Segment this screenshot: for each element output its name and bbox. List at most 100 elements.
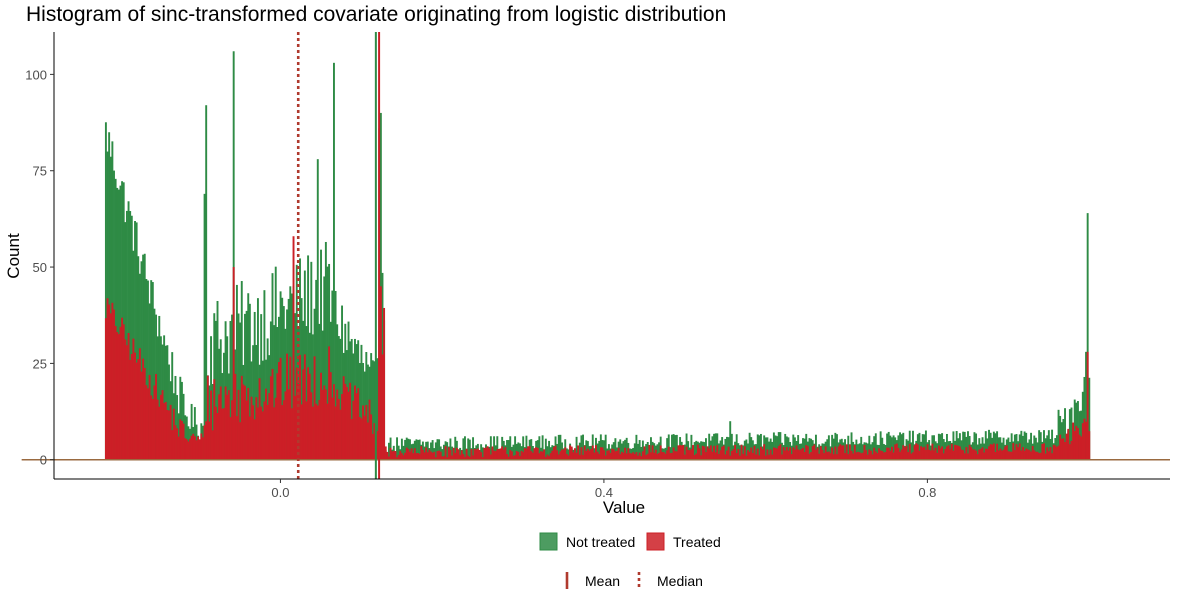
histogram-bar — [905, 445, 908, 460]
histogram-bar — [751, 440, 754, 460]
histogram-bar — [601, 447, 604, 460]
histogram-bar — [792, 447, 795, 460]
histogram-bar — [548, 440, 551, 460]
histogram-bar — [692, 445, 694, 460]
histogram-bar — [771, 454, 774, 460]
histogram-bar — [1051, 453, 1054, 460]
histogram-bar — [436, 439, 439, 460]
histogram-bar — [497, 448, 500, 460]
histogram-bar — [287, 389, 290, 460]
histogram-bar — [339, 409, 342, 460]
histogram-bar — [1025, 432, 1028, 460]
histogram-bar — [329, 372, 332, 460]
histogram-bar — [640, 456, 643, 460]
histogram-bar — [923, 446, 926, 460]
histogram-bar — [933, 435, 935, 460]
histogram-bar — [478, 449, 481, 460]
histogram-bar — [519, 443, 521, 460]
histogram-bar — [205, 421, 208, 460]
histogram-bar — [779, 444, 782, 460]
histogram-bar — [486, 446, 489, 460]
histogram-bar — [1036, 442, 1039, 460]
histogram-bar — [949, 449, 952, 460]
histogram-bar — [967, 453, 969, 460]
histogram-bar — [685, 433, 688, 460]
histogram-bar — [764, 437, 767, 460]
histogram-bar — [790, 445, 793, 460]
histogram-bar — [614, 451, 617, 460]
histogram-bar — [546, 454, 549, 460]
y-tick-label: 50 — [33, 260, 47, 275]
histogram-bar — [224, 386, 227, 460]
histogram-bar — [284, 391, 287, 460]
histogram-bar — [784, 450, 787, 460]
histogram-bar — [818, 453, 821, 460]
histogram-bar — [282, 306, 285, 460]
histogram-bar — [176, 395, 179, 460]
histogram-bar — [679, 445, 682, 460]
histogram-bar — [185, 416, 188, 460]
histogram-bar — [1039, 452, 1042, 460]
histogram-bar — [1002, 437, 1005, 460]
histogram-bar — [171, 352, 174, 460]
histogram-bar — [214, 320, 217, 460]
histogram-bar — [721, 446, 724, 460]
histogram-bar — [873, 447, 876, 460]
histogram-bar — [620, 443, 623, 460]
histogram-bar — [810, 438, 813, 460]
histogram-bar — [147, 280, 149, 460]
histogram-bar — [290, 293, 293, 460]
histogram-bar — [245, 400, 248, 460]
histogram-bar — [716, 445, 719, 460]
histogram-bar — [400, 453, 403, 460]
histogram-bar — [386, 451, 389, 460]
histogram-bar — [431, 452, 434, 460]
histogram-bar — [132, 338, 135, 460]
histogram-bar — [700, 441, 703, 460]
histogram-bar — [627, 448, 630, 460]
histogram-bar — [810, 452, 813, 460]
histogram-bar — [235, 284, 238, 460]
histogram-bar — [669, 453, 672, 460]
histogram-bar — [967, 431, 969, 460]
histogram-bar — [485, 447, 487, 460]
histogram-bar — [607, 450, 610, 460]
histogram-bar — [714, 452, 717, 460]
histogram-bar — [942, 439, 945, 460]
histogram-bar — [108, 304, 111, 460]
histogram-bar — [745, 455, 748, 460]
histogram-bar — [334, 290, 337, 460]
histogram-bar — [724, 438, 727, 460]
histogram-bar — [546, 446, 549, 460]
histogram-bar — [331, 290, 334, 460]
histogram-bar — [481, 457, 484, 460]
histogram-bar — [177, 413, 180, 460]
histogram-bar — [468, 439, 471, 460]
histogram-bar — [1055, 446, 1058, 460]
histogram-bar — [391, 451, 394, 460]
histogram-bar — [970, 447, 973, 460]
histogram-bar — [774, 435, 777, 460]
histogram-bar — [447, 447, 450, 460]
histogram-bar — [451, 455, 453, 460]
histogram-bar — [847, 435, 850, 460]
histogram-bar — [223, 352, 225, 460]
histogram-bar — [916, 444, 919, 460]
histogram-bar — [315, 279, 318, 460]
histogram-bar — [247, 387, 250, 460]
histogram-bar — [176, 428, 179, 460]
histogram-bar — [797, 435, 800, 460]
histogram-bar — [1028, 450, 1031, 460]
histogram-bar — [1009, 451, 1011, 460]
histogram-bar — [449, 449, 452, 460]
histogram-bar — [978, 438, 981, 460]
x-axis-label: Value — [603, 498, 645, 517]
histogram-bar — [155, 373, 158, 460]
histogram-bar — [297, 383, 300, 460]
histogram-bar — [352, 400, 355, 460]
histogram-bar — [983, 452, 986, 460]
histogram-bar — [593, 452, 596, 460]
histogram-bar — [423, 452, 426, 460]
histogram-bar — [399, 450, 402, 460]
histogram-bar — [184, 438, 187, 460]
